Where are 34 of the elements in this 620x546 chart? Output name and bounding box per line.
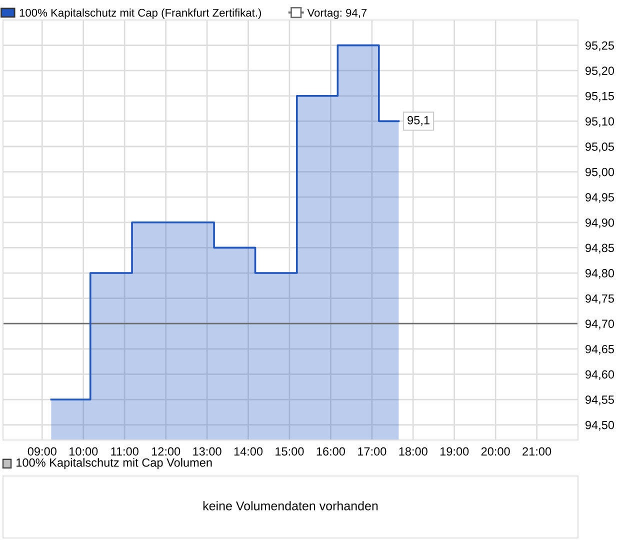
y-tick-label: 94,75 bbox=[586, 294, 614, 304]
text: keine Volumendaten vorhanden bbox=[203, 501, 378, 510]
x-tick-label: 12:00 bbox=[152, 447, 180, 456]
y-tick-label: 95,20 bbox=[586, 66, 614, 76]
y-tick-label: 94,60 bbox=[586, 370, 614, 380]
x-tick-label: 21:00 bbox=[522, 447, 552, 456]
y-tick-label: 94,90 bbox=[586, 218, 614, 228]
x-tick-label: 16:00 bbox=[316, 447, 345, 456]
y-tick-label: 95,25 bbox=[586, 41, 614, 52]
x-tick-label: 15:00 bbox=[276, 447, 304, 456]
y-tick-label: 94,85 bbox=[586, 244, 614, 254]
x-tick-label: 10:00 bbox=[70, 447, 98, 456]
text: 100% Kapitalschutz mit Cap Volumen bbox=[16, 458, 212, 470]
y-tick-label: 94,80 bbox=[586, 269, 614, 279]
y-tick-label: 95,00 bbox=[586, 168, 614, 178]
y-tick-label: 95,10 bbox=[586, 117, 614, 127]
y-tick-label: 94,65 bbox=[586, 344, 614, 355]
x-tick-label: 18:00 bbox=[399, 447, 428, 456]
legend-label: Vortag: 94,7 bbox=[307, 8, 367, 19]
y-tick-label: 95,15 bbox=[586, 92, 614, 102]
y-tick-label: 95,05 bbox=[586, 142, 614, 152]
x-tick-label: 11:00 bbox=[111, 447, 138, 456]
y-tick-label: 94,95 bbox=[586, 193, 614, 203]
x-tick-label: 19:00 bbox=[440, 447, 469, 456]
y-tick-label: 94,55 bbox=[586, 396, 614, 406]
x-tick-label: 17:00 bbox=[358, 447, 386, 456]
y-tick-label: 94,70 bbox=[586, 320, 614, 330]
x-tick-label: 14:00 bbox=[234, 447, 263, 456]
annotation: 95,1 bbox=[408, 116, 430, 126]
y-tick-label: 94,50 bbox=[586, 420, 614, 431]
legend-label: 100% Kapitalschutz mit Cap (Frankfurt Zertifikat.) bbox=[20, 8, 261, 19]
x-tick-label: 09:00 bbox=[28, 447, 56, 456]
x-tick-label: 13:00 bbox=[193, 447, 222, 456]
x-tick-label: 20:00 bbox=[481, 447, 510, 456]
